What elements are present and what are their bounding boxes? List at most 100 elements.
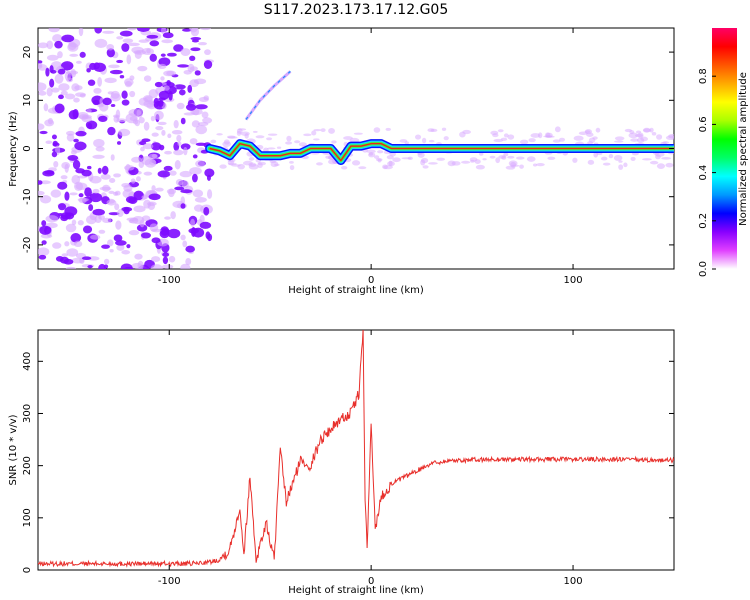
noise-blob xyxy=(554,126,561,133)
noise-blob xyxy=(107,126,116,136)
top-y-tick-label: -10 xyxy=(22,189,33,205)
bottom-x-tick-label: 0 xyxy=(368,576,374,587)
noise-blob xyxy=(167,133,172,139)
noise-blob xyxy=(128,219,134,224)
noise-blob xyxy=(190,37,202,41)
noise-blob xyxy=(38,190,45,196)
noise-blob xyxy=(154,81,163,88)
noise-blob xyxy=(79,51,86,58)
bottom-y-tick-label: 0 xyxy=(22,567,33,573)
noise-blob xyxy=(635,133,643,138)
noise-blob xyxy=(69,192,78,196)
noise-blob xyxy=(161,39,174,44)
snr-frame xyxy=(37,329,675,571)
noise-blob xyxy=(109,249,114,253)
noise-blob xyxy=(41,240,47,245)
noise-blob xyxy=(137,260,144,269)
noise-blob xyxy=(162,256,169,265)
noise-blob xyxy=(124,165,135,171)
noise-blob xyxy=(86,165,92,170)
noise-blob xyxy=(475,164,485,170)
noise-blob xyxy=(189,55,196,62)
noise-blob xyxy=(497,129,504,133)
noise-blob xyxy=(97,167,102,174)
noise-blob xyxy=(195,160,206,168)
noise-blob xyxy=(166,79,171,86)
noise-blob xyxy=(102,30,115,34)
noise-blob xyxy=(114,203,120,211)
noise-blob xyxy=(154,110,164,121)
noise-blob xyxy=(642,158,652,161)
noise-blob xyxy=(415,134,422,140)
noise-blob xyxy=(668,133,674,139)
noise-blob xyxy=(157,170,171,178)
noise-blob xyxy=(180,189,193,194)
noise-blob xyxy=(183,147,188,156)
noise-blob xyxy=(82,225,93,234)
noise-blob xyxy=(629,130,635,135)
noise-blob xyxy=(139,219,145,228)
noise-blob xyxy=(71,83,80,92)
noise-blob xyxy=(492,133,499,138)
noise-blob xyxy=(158,99,164,108)
noise-blob xyxy=(46,87,53,97)
noise-blob xyxy=(126,42,140,47)
noise-blob xyxy=(479,152,484,156)
noise-blob xyxy=(404,141,409,145)
noise-blob xyxy=(45,140,53,144)
noise-blob xyxy=(87,264,93,269)
bottom-y-ticks: 0 100 200 300 400 xyxy=(22,352,674,573)
noise-blob xyxy=(117,209,124,218)
noise-blob xyxy=(182,240,188,248)
noise-blob xyxy=(155,126,164,131)
noise-blob xyxy=(46,40,54,50)
noise-blob xyxy=(64,163,69,173)
noise-blob xyxy=(417,152,425,158)
bottom-y-axis-label: SNR (10 * v/v) xyxy=(8,414,19,485)
noise-blob xyxy=(162,252,170,257)
noise-blob xyxy=(118,128,131,137)
noise-blob xyxy=(635,130,642,134)
noise-blob xyxy=(248,157,255,161)
colorbar-tick-label: 0.6 xyxy=(698,116,709,132)
noise-blob xyxy=(106,48,115,58)
noise-blob xyxy=(149,53,157,62)
noise-blob xyxy=(180,263,191,269)
noise-blob xyxy=(195,104,208,110)
colorbar: 0.0 0.2 0.4 0.6 0.8 Normalized spectral ampl… xyxy=(698,28,749,277)
noise-blob xyxy=(163,85,170,91)
noise-blob xyxy=(44,170,55,175)
noise-blob xyxy=(495,157,501,164)
noise-blob xyxy=(38,64,43,69)
noise-blob xyxy=(100,173,111,180)
noise-blob xyxy=(161,129,166,136)
noise-blob xyxy=(131,156,143,163)
noise-blob xyxy=(133,205,146,213)
noise-blob xyxy=(174,159,181,170)
noise-blob xyxy=(71,219,77,226)
noise-blob xyxy=(78,193,84,198)
noise-blob xyxy=(122,38,134,44)
noise-blob xyxy=(41,220,47,227)
noise-blob xyxy=(199,214,205,224)
noise-blob xyxy=(180,117,186,125)
noise-blob xyxy=(244,133,249,139)
noise-blob xyxy=(110,154,115,161)
colorbar-tick-label: 0.4 xyxy=(698,165,709,181)
noise-blob xyxy=(507,155,515,159)
noise-blob xyxy=(110,93,121,102)
noise-blob xyxy=(66,248,79,257)
top-y-ticks: -20 -10 0 10 20 xyxy=(22,46,674,253)
colorbar-gradient xyxy=(712,28,737,269)
noise-blob xyxy=(203,60,213,69)
noise-blob xyxy=(85,215,97,225)
noise-blob xyxy=(608,153,614,159)
noise-blob xyxy=(102,97,112,106)
noise-blob xyxy=(422,165,429,169)
noise-blob xyxy=(90,234,101,240)
noise-blob xyxy=(39,180,51,185)
noise-blob xyxy=(74,141,87,151)
noise-blob xyxy=(545,135,555,138)
noise-blob xyxy=(51,87,60,93)
